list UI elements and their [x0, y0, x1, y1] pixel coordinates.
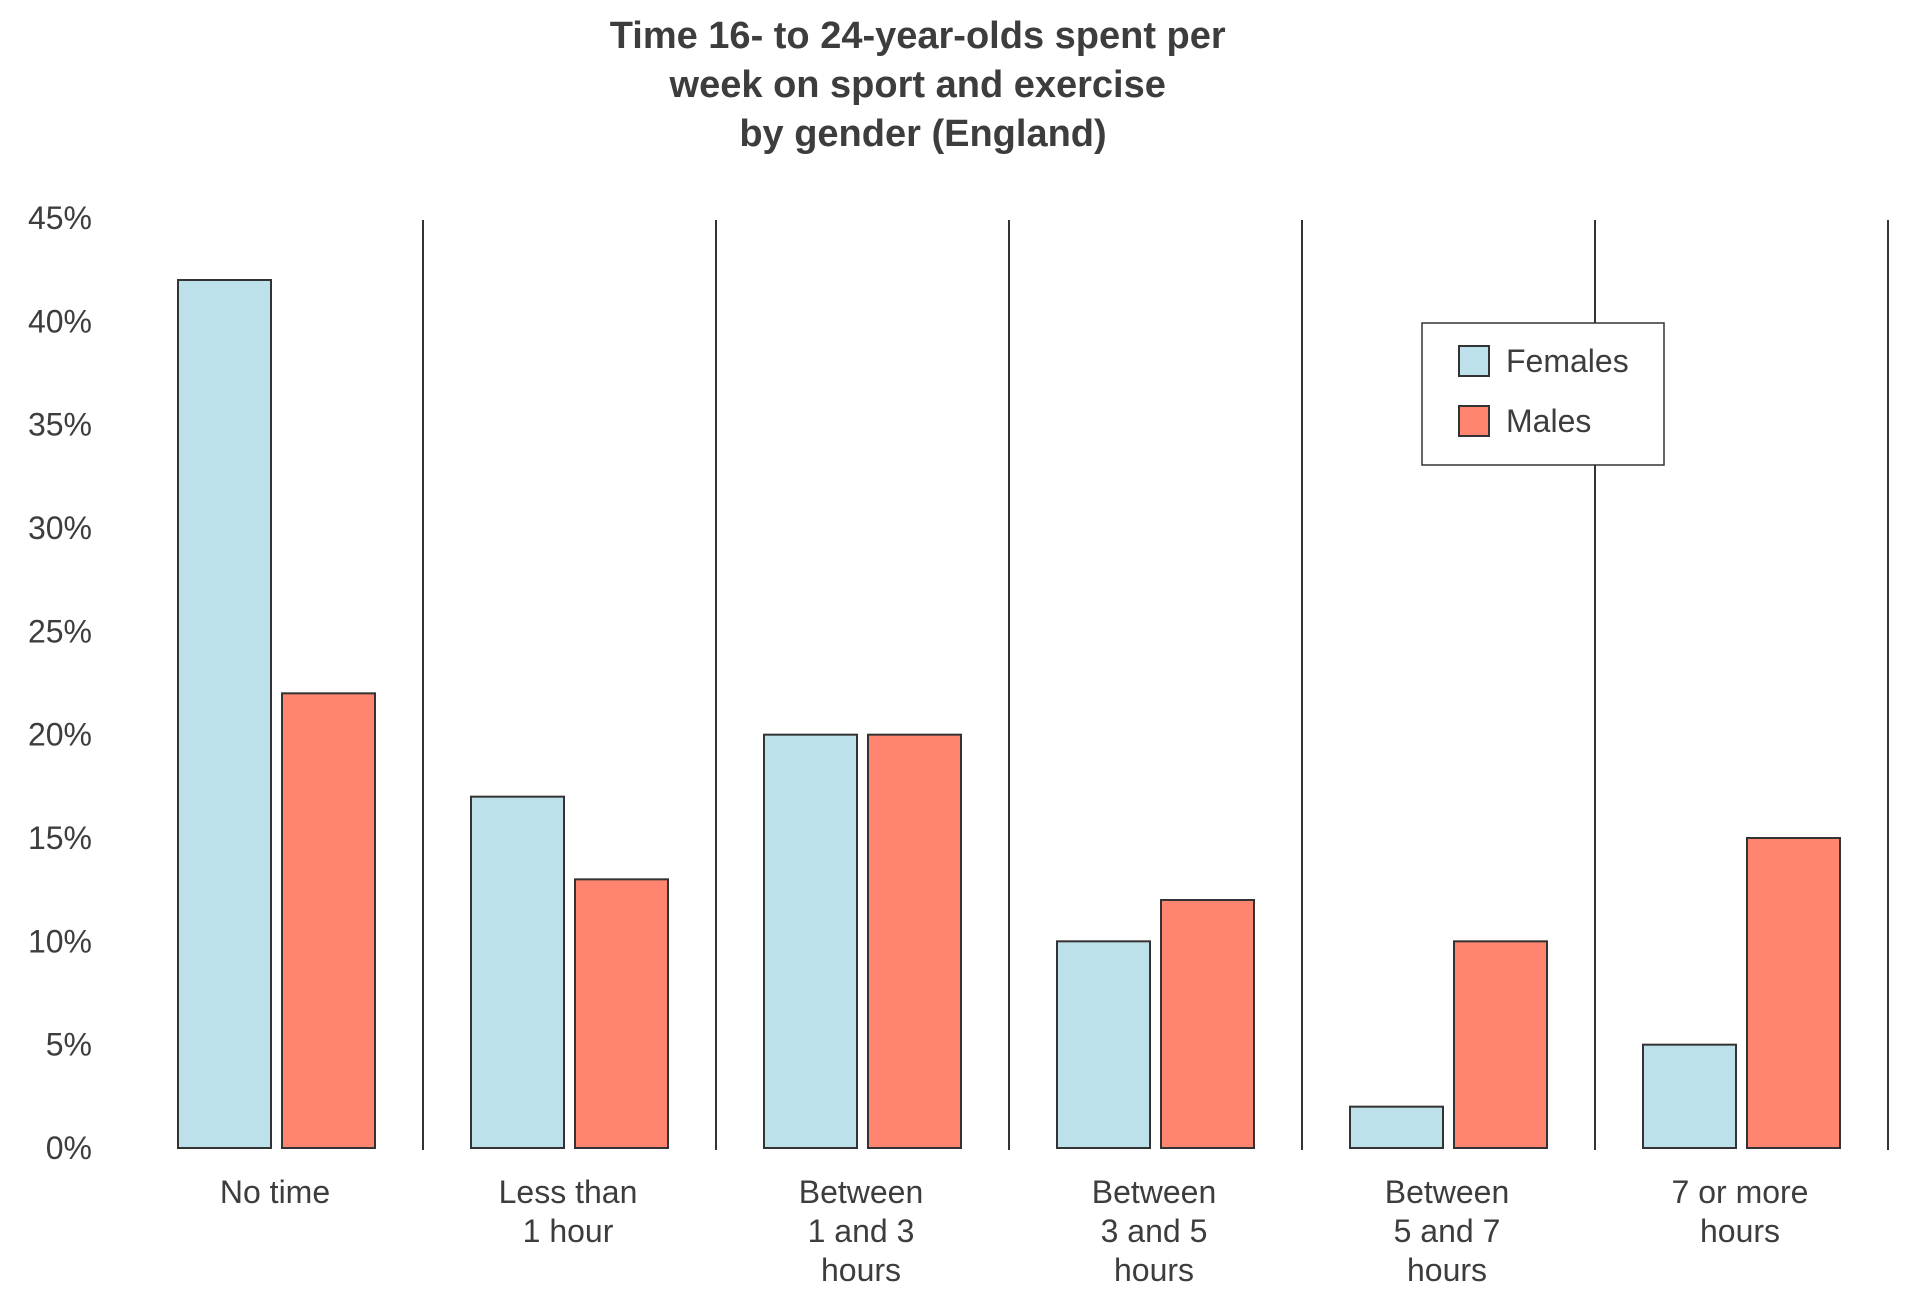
chart-title-line-3: by gender (England) [739, 113, 1106, 155]
bar-females [177, 279, 272, 1149]
bars [177, 279, 1841, 1150]
bar-males [867, 733, 962, 1150]
legend-label-females: Females [1506, 343, 1629, 379]
bar-females [763, 733, 858, 1150]
y-tick-label: 40% [28, 303, 92, 339]
bar-females [470, 795, 565, 1150]
legend-swatch-females [1458, 345, 1490, 377]
y-tick-label: 30% [28, 510, 92, 546]
chart-title-line-1: Time 16- to 24-year-olds spent per [610, 15, 1226, 57]
chart-legend: Females Males [1421, 322, 1665, 466]
y-tick-label: 15% [28, 820, 92, 856]
y-tick-label: 20% [28, 717, 92, 753]
y-axis-tick-labels: 0% 5% 10% 15% 20% 25% 30% 35% 40% 45% [28, 200, 92, 1166]
bar-females [1349, 1105, 1444, 1149]
legend-label-males: Males [1506, 403, 1591, 439]
bar-females [1056, 940, 1151, 1149]
bar-males [574, 878, 669, 1149]
chart-title-line-2: week on sport and exercise [669, 64, 1166, 106]
bar-males [1453, 940, 1548, 1149]
y-tick-label: 10% [28, 923, 92, 959]
x-category-label: Less than 1 hour [499, 1174, 638, 1249]
chart-title: Time 16- to 24-year-olds spent per week … [610, 15, 1237, 155]
y-tick-label: 5% [46, 1027, 92, 1063]
y-tick-label: 45% [28, 200, 92, 236]
y-tick-label: 35% [28, 407, 92, 443]
bar-males [1160, 899, 1255, 1149]
x-category-label: Between 1 and 3 hours [799, 1174, 924, 1288]
x-category-label: No time [220, 1174, 330, 1210]
bar-females [1642, 1043, 1737, 1149]
y-tick-label: 25% [28, 613, 92, 649]
bar-males [1746, 837, 1841, 1149]
x-category-label: 7 or more hours [1672, 1174, 1809, 1249]
x-category-label: Between 3 and 5 hours [1092, 1174, 1217, 1288]
bar-males [281, 692, 376, 1149]
legend-swatch-males [1458, 405, 1490, 437]
x-category-label: Between 5 and 7 hours [1385, 1174, 1510, 1288]
x-axis-category-labels: No time Less than 1 hour Between 1 and 3 hour… [220, 1174, 1809, 1288]
y-tick-label: 0% [46, 1130, 92, 1166]
